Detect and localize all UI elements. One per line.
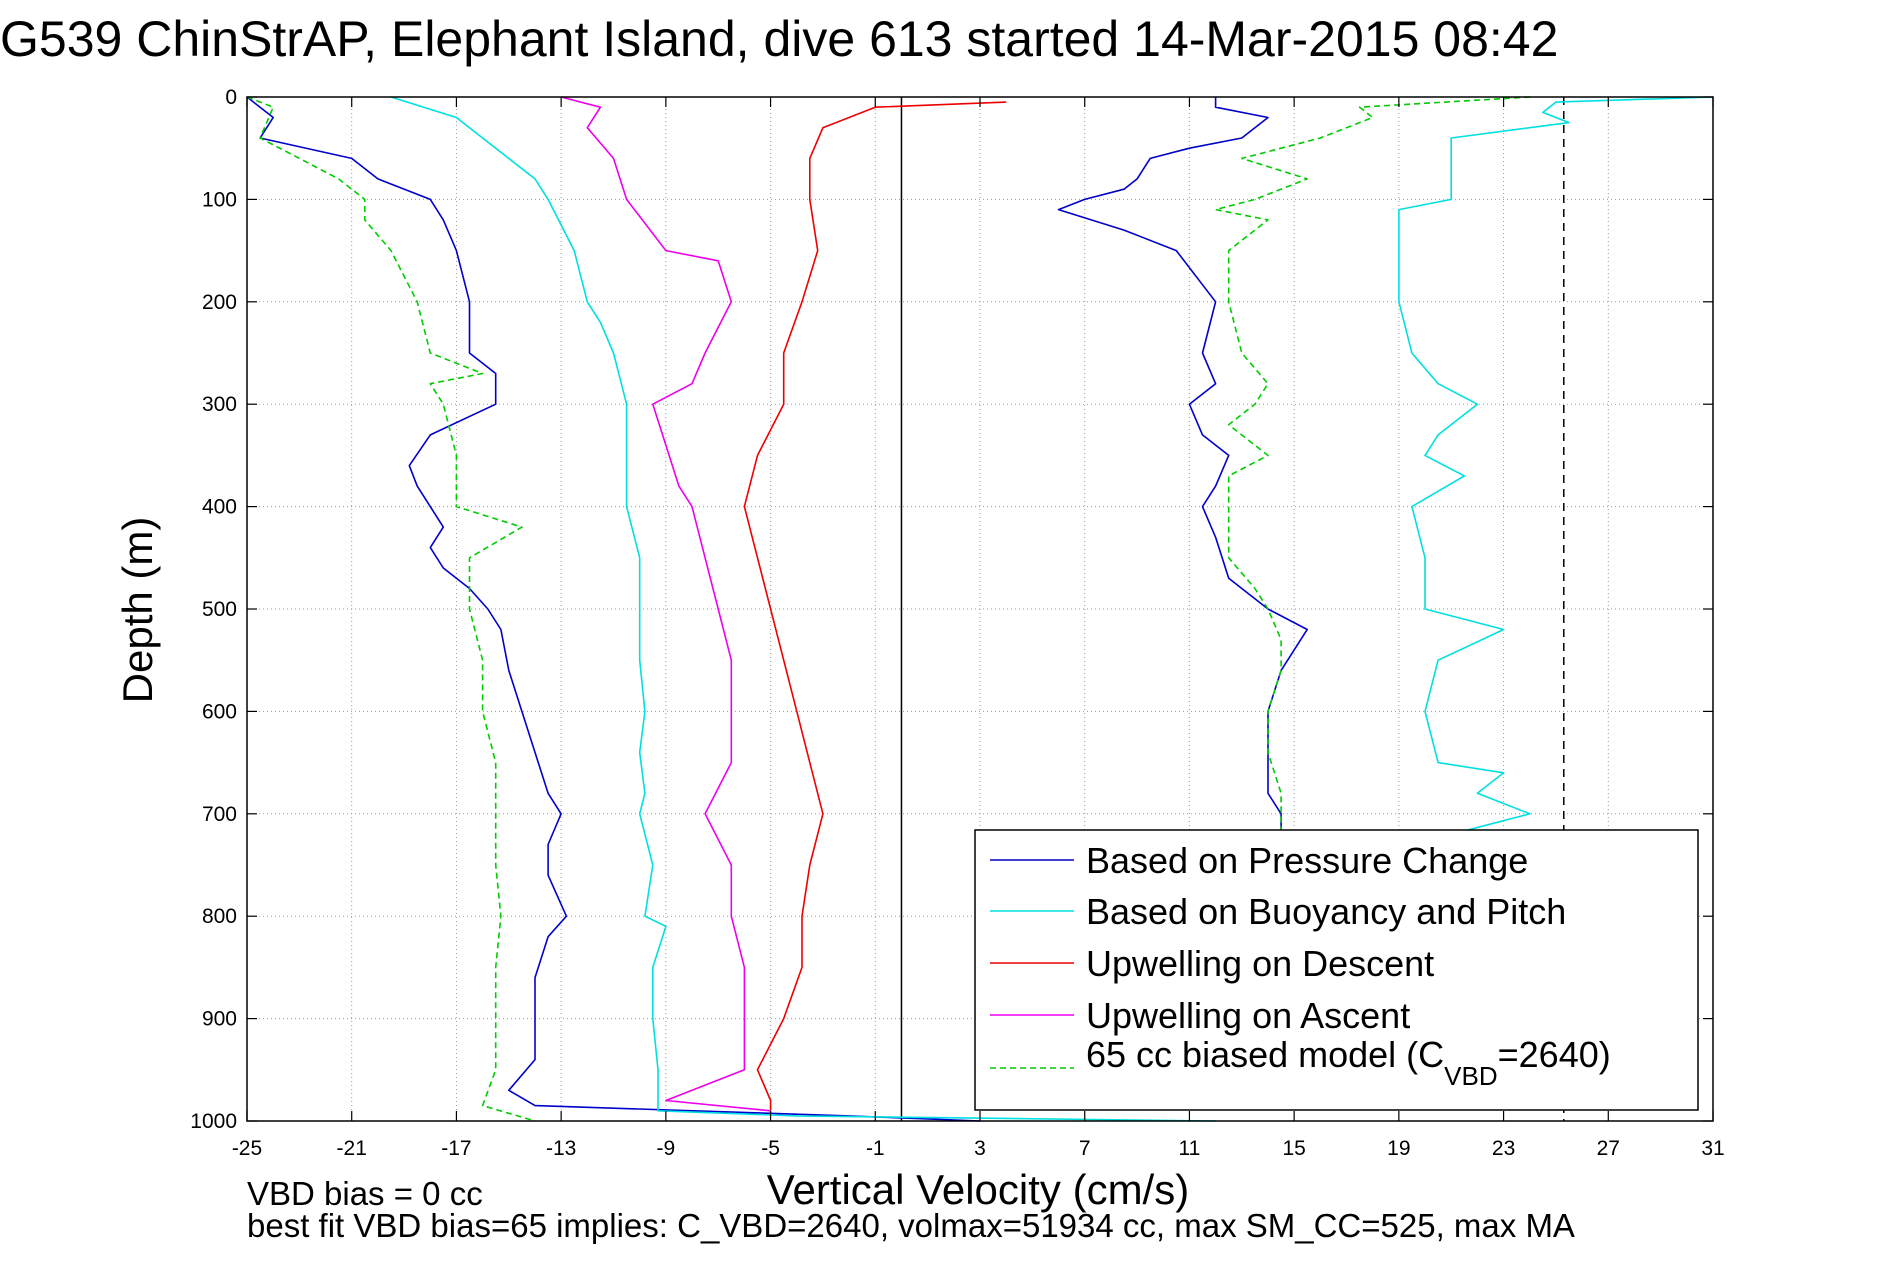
x-tick-labels: -25 -21 -17 -13 -9 -5 -1 3 7 11 15 19 23 27 31 xyxy=(232,1137,1725,1160)
legend-box xyxy=(974,829,1699,1111)
legend-label-upwelling-descent: Upwelling on Descent xyxy=(1086,943,1434,984)
x-tick-label: -1 xyxy=(866,1137,885,1160)
y-tick-label: 200 xyxy=(202,291,237,314)
footnote-vbd-bias: VBD bias = 0 cc xyxy=(247,1175,483,1212)
y-tick-label: 100 xyxy=(202,188,237,211)
series-line-1-segment-1 xyxy=(246,96,981,1122)
legend-label-biased-model-tail: =2640) xyxy=(1498,1034,1611,1075)
x-tick-label: 27 xyxy=(1597,1137,1620,1160)
series-layer xyxy=(246,96,1714,1122)
series-line-1-segment-2 xyxy=(1057,97,1308,835)
x-axis-label: Vertical Velocity (cm/s) xyxy=(767,1166,1189,1213)
y-tick-label: 600 xyxy=(202,700,237,723)
y-tick-labels: 0 100 200 300 400 500 600 700 800 900 1000 xyxy=(190,86,237,1133)
x-tick-label: -9 xyxy=(657,1137,676,1160)
series-line-2-segment-1 xyxy=(390,96,1216,1122)
y-axis-label: Depth (m) xyxy=(114,517,161,704)
x-tick-label: 3 xyxy=(974,1137,986,1160)
x-tick-label: -25 xyxy=(232,1137,262,1160)
chart-title: G539 ChinStrAP, Elephant Island, dive 61… xyxy=(0,11,1558,67)
legend-label-biased-model-sub: VBD xyxy=(1444,1061,1497,1091)
y-tick-label: 700 xyxy=(202,803,237,826)
x-tick-label: 23 xyxy=(1492,1137,1515,1160)
x-tick-label: -13 xyxy=(546,1137,576,1160)
x-tick-label: -5 xyxy=(761,1137,780,1160)
x-tick-label: 15 xyxy=(1282,1137,1305,1160)
y-tick-label: 1000 xyxy=(190,1110,237,1133)
legend-label-pressure-change: Based on Pressure Change xyxy=(1086,840,1528,881)
y-tick-label: 800 xyxy=(202,905,237,928)
x-tick-label: -21 xyxy=(337,1137,367,1160)
series-line-5-segment-1 xyxy=(246,96,536,1122)
x-tick-label: 11 xyxy=(1179,1137,1201,1160)
y-tick-label: 300 xyxy=(202,393,237,416)
axes-frame xyxy=(246,96,1714,1122)
y-tick-label: 400 xyxy=(202,496,237,519)
series-line-3-segment-1 xyxy=(743,101,1007,1111)
legend-label-upwelling-ascent: Upwelling on Ascent xyxy=(1086,995,1410,1036)
x-tick-label: 19 xyxy=(1387,1137,1410,1160)
y-tick-label: 900 xyxy=(202,1008,237,1031)
series-line-2-segment-2 xyxy=(1398,96,1714,836)
y-tick-label: 0 xyxy=(225,86,237,109)
legend-label-buoyancy-pitch: Based on Buoyancy and Pitch xyxy=(1086,891,1566,932)
footnote-best-fit: best fit VBD bias=65 implies: C_VBD=2640… xyxy=(247,1207,1575,1244)
legend-label-biased-model: 65 cc biased model (CVBD=2640) xyxy=(1086,1034,1611,1091)
y-tick-label: 500 xyxy=(202,598,237,621)
x-tick-label: 31 xyxy=(1701,1137,1724,1160)
legend: Based on Pressure Change Based on Buoyan… xyxy=(974,829,1699,1111)
x-tick-label: 7 xyxy=(1079,1137,1091,1160)
x-tick-label: -17 xyxy=(441,1137,471,1160)
series-line-4-segment-1 xyxy=(560,96,771,1112)
series-line-5-segment-2 xyxy=(1214,96,1530,835)
legend-label-biased-model-main: 65 cc biased model (C xyxy=(1086,1034,1444,1075)
